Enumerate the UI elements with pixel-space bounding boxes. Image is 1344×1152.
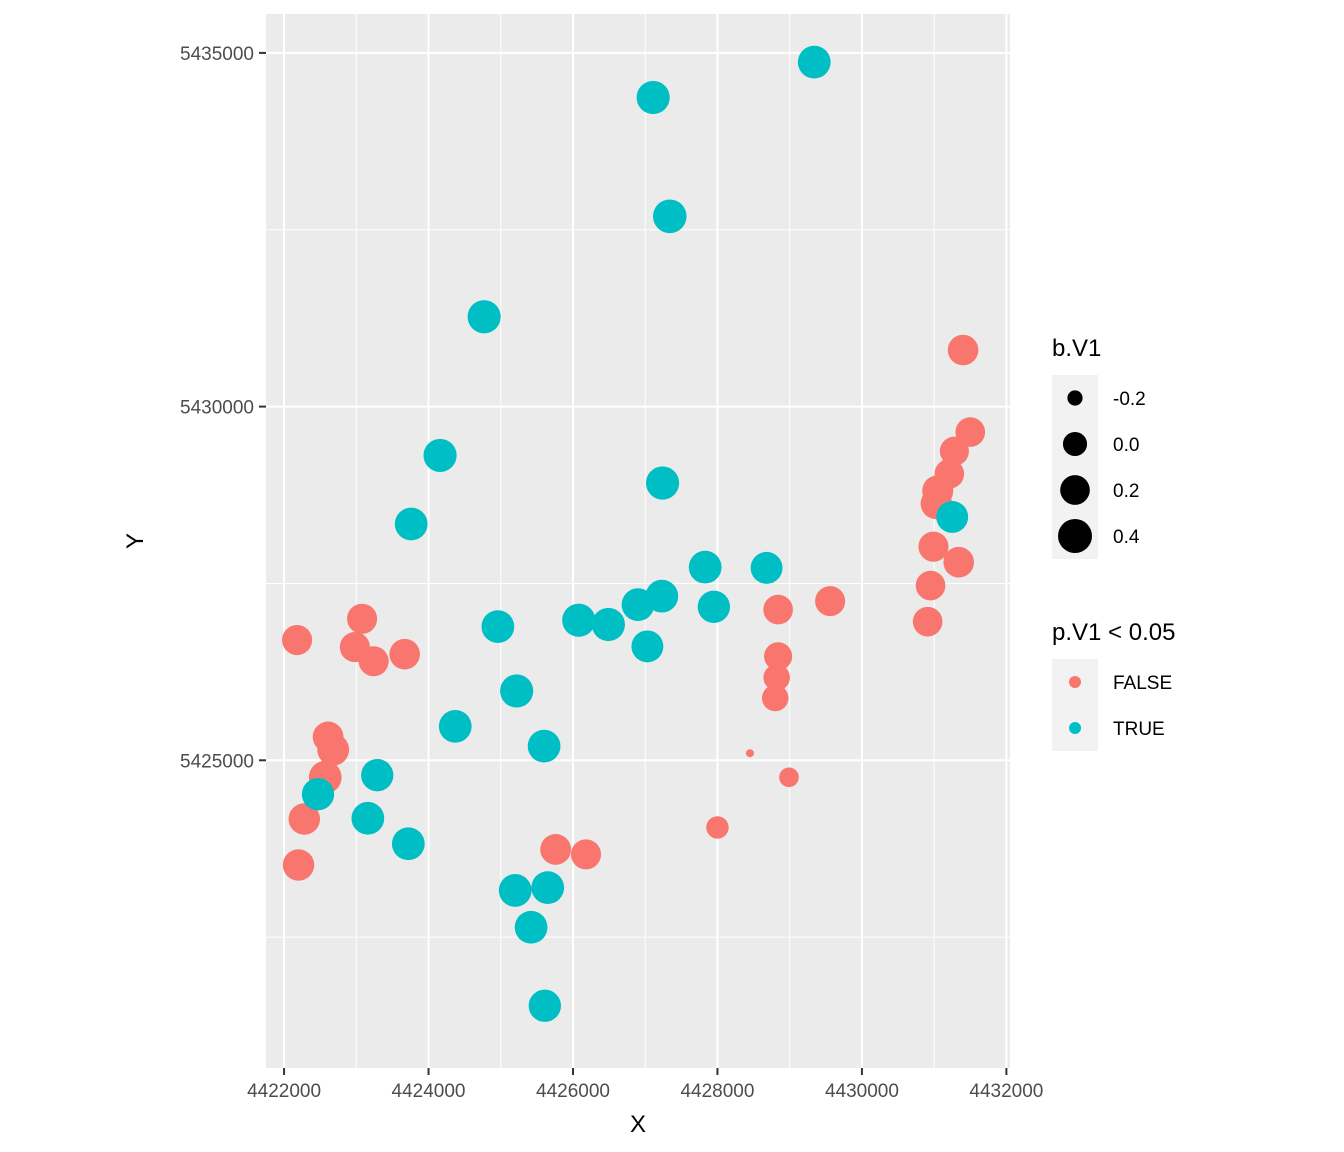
- size-legend-title: b.V1: [1052, 335, 1101, 362]
- data-point-false: [761, 684, 789, 712]
- data-point-false: [317, 733, 350, 766]
- y-tick-label: 5425000: [180, 751, 254, 772]
- data-point-true: [528, 989, 561, 1022]
- data-point-true: [438, 709, 472, 743]
- color-legend-title: p.V1 < 0.05: [1052, 619, 1175, 646]
- color-legend: p.V1 < 0.05 FALSE TRUE: [1052, 619, 1175, 751]
- x-tick-label: 4430000: [825, 1081, 899, 1102]
- x-axis-title: X: [630, 1111, 646, 1138]
- data-point-true: [936, 500, 969, 533]
- size-legend-key: [1058, 519, 1092, 553]
- data-point-true: [621, 588, 655, 622]
- data-point-false: [934, 458, 965, 489]
- x-tick-label: 4432000: [969, 1081, 1043, 1102]
- color-legend-key-false: [1069, 676, 1081, 688]
- data-point-true: [361, 758, 394, 792]
- data-point-true: [514, 910, 548, 944]
- y-tick-label: 5430000: [180, 398, 254, 419]
- data-point-true: [562, 603, 596, 637]
- data-point-true: [394, 507, 428, 541]
- data-point-true: [391, 827, 425, 861]
- data-point-false: [282, 624, 313, 656]
- x-tick-label: 4424000: [392, 1081, 466, 1102]
- plot-panel: [266, 14, 1010, 1068]
- data-point-false: [540, 834, 572, 865]
- data-point-true: [797, 45, 831, 79]
- size-legend-label: 0.2: [1113, 481, 1139, 502]
- data-point-false: [947, 334, 979, 366]
- y-tick-label: 5435000: [180, 44, 254, 65]
- x-tick-label: 4422000: [247, 1081, 321, 1102]
- x-axis: 4422000 4424000 4426000 4428000 4430000 44320…: [247, 1068, 1043, 1102]
- data-point-true: [527, 729, 561, 763]
- data-point-false: [389, 638, 420, 670]
- x-tick-label: 4428000: [680, 1081, 754, 1102]
- size-legend: b.V1 -0.2 0.0 0.2 0.4: [1052, 335, 1146, 559]
- size-legend-key: [1060, 475, 1090, 505]
- size-legend-label: 0.0: [1113, 435, 1139, 456]
- data-point-true: [750, 551, 783, 584]
- data-point-false: [763, 594, 793, 625]
- data-point-true: [645, 466, 680, 500]
- data-point-true: [423, 438, 457, 473]
- data-point-false: [358, 646, 389, 677]
- x-tick-label: 4426000: [536, 1081, 610, 1102]
- y-axis: 5425000 5430000 5435000: [180, 44, 266, 772]
- data-point-true: [351, 801, 385, 835]
- color-legend-key-bg: [1052, 659, 1098, 751]
- color-legend-label-false: FALSE: [1113, 673, 1172, 694]
- data-point-true: [481, 610, 515, 643]
- data-point-false: [955, 417, 986, 447]
- data-point-false: [918, 531, 949, 562]
- data-point-true: [697, 590, 731, 623]
- data-point-true: [591, 607, 625, 642]
- color-legend-key-true: [1069, 722, 1081, 734]
- data-point-false: [912, 606, 943, 637]
- data-point-true: [636, 80, 670, 115]
- data-point-false: [570, 839, 602, 870]
- data-point-false: [282, 849, 315, 881]
- data-point-false: [347, 603, 378, 634]
- data-points: [282, 45, 986, 1022]
- data-point-true: [498, 874, 532, 907]
- data-point-false: [706, 816, 729, 839]
- data-point-false: [943, 546, 975, 578]
- data-point-true: [301, 778, 335, 811]
- size-legend-label: -0.2: [1113, 389, 1146, 410]
- data-point-false: [779, 767, 799, 788]
- size-legend-keys: [1058, 390, 1092, 553]
- data-point-true: [631, 630, 664, 663]
- data-point-true: [688, 550, 722, 584]
- data-point-true: [652, 199, 687, 234]
- data-point-false: [915, 570, 946, 601]
- data-point-true: [500, 674, 534, 708]
- size-legend-key: [1067, 390, 1083, 406]
- y-axis-title: Y: [122, 533, 149, 549]
- data-point-false: [763, 664, 790, 691]
- data-point-false: [815, 586, 846, 617]
- data-point-false: [764, 642, 793, 671]
- data-point-false: [288, 803, 321, 835]
- data-point-false: [745, 749, 754, 758]
- color-legend-label-true: TRUE: [1113, 719, 1165, 740]
- size-legend-label: 0.4: [1113, 527, 1140, 548]
- data-point-true: [467, 300, 501, 334]
- size-legend-key: [1062, 431, 1088, 457]
- data-point-true: [531, 871, 565, 905]
- grid-major: [266, 14, 1010, 1068]
